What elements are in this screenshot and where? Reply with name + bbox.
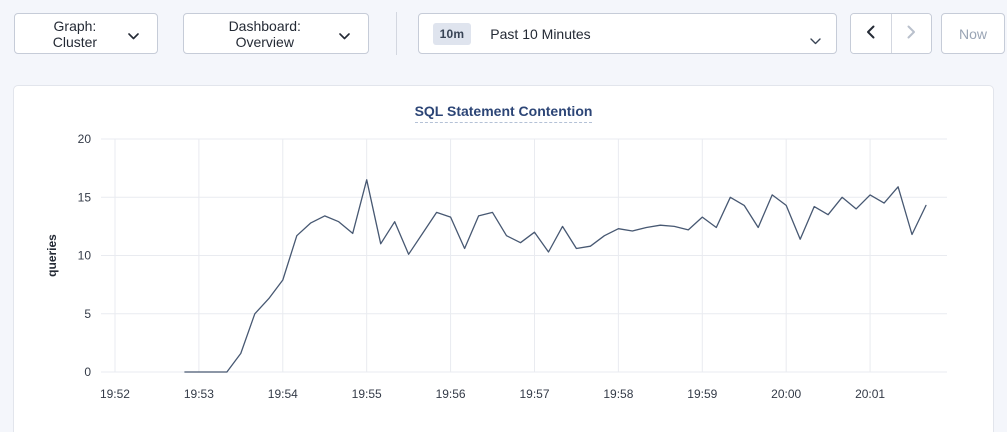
svg-text:19:52: 19:52 <box>100 387 130 401</box>
chevron-right-icon <box>907 25 916 42</box>
svg-text:19:56: 19:56 <box>436 387 466 401</box>
svg-text:0: 0 <box>84 365 91 379</box>
svg-text:19:57: 19:57 <box>519 387 549 401</box>
svg-text:19:53: 19:53 <box>184 387 214 401</box>
next-time-button[interactable] <box>890 14 932 53</box>
chart-title-row: SQL Statement Contention <box>14 103 993 123</box>
svg-text:5: 5 <box>84 307 91 321</box>
chevron-down-icon <box>338 27 350 43</box>
graph-dropdown[interactable]: Graph: Cluster <box>14 13 158 54</box>
graph-dropdown-label: Graph: Cluster <box>52 17 98 50</box>
time-range-badge: 10m <box>432 22 472 45</box>
previous-time-button[interactable] <box>851 14 891 53</box>
chevron-down-icon <box>810 32 821 50</box>
svg-text:20:00: 20:00 <box>771 387 801 401</box>
dashboard-dropdown-label: Dashboard: Overview <box>228 17 301 50</box>
toolbar-divider <box>395 12 397 55</box>
chevron-left-icon <box>866 25 875 42</box>
toolbar: Graph: Cluster Dashboard: Overview 10m P… <box>14 12 1005 55</box>
sql-statement-contention-chart[interactable]: 0 5 10 15 20 19:52 19:53 19:54 19:55 19:56 19:57 19… <box>14 86 995 432</box>
svg-text:queries: queries <box>45 234 59 277</box>
svg-text:19:55: 19:55 <box>352 387 382 401</box>
svg-text:15: 15 <box>78 190 92 204</box>
svg-text:10: 10 <box>78 249 92 263</box>
chart-title[interactable]: SQL Statement Contention <box>414 103 593 123</box>
chart-panel: SQL Statement Contention 0 5 10 15 20 19:52 19… <box>13 85 994 432</box>
chevron-down-icon <box>128 27 139 43</box>
now-button[interactable]: Now <box>941 13 1005 54</box>
dashboard-dropdown[interactable]: Dashboard: Overview <box>182 13 369 54</box>
time-step-buttons <box>850 13 933 54</box>
svg-text:19:54: 19:54 <box>268 387 298 401</box>
time-range-label: Past 10 Minutes <box>490 25 591 42</box>
svg-text:19:59: 19:59 <box>687 387 717 401</box>
svg-text:20:01: 20:01 <box>855 387 885 401</box>
svg-text:19:58: 19:58 <box>603 387 633 401</box>
time-range-picker[interactable]: 10m Past 10 Minutes <box>417 13 838 54</box>
svg-text:20: 20 <box>78 132 92 146</box>
